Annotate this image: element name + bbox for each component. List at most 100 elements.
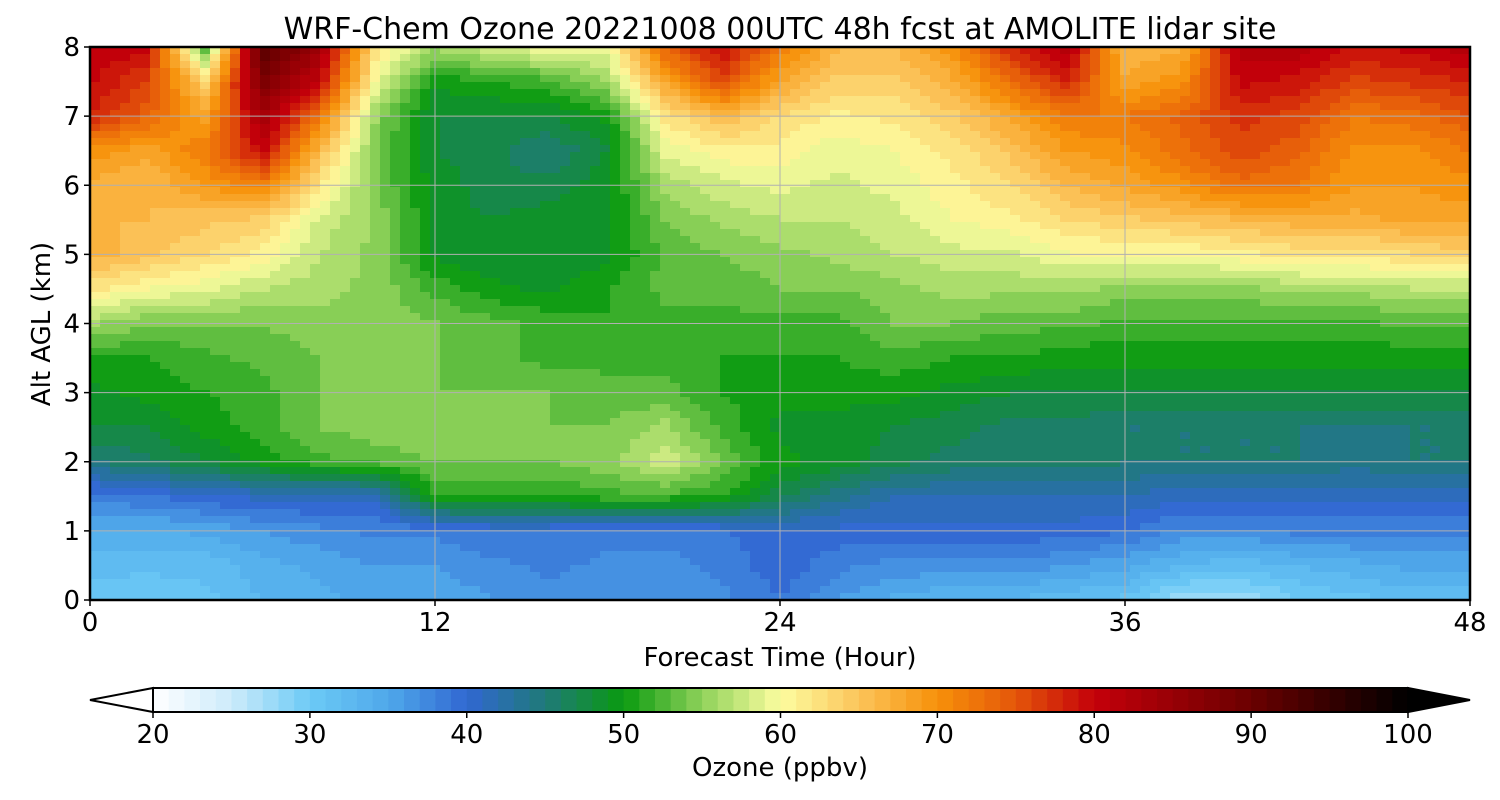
heatmap-cell (1430, 208, 1441, 216)
heatmap-cell (490, 124, 501, 132)
heatmap-cell (540, 215, 551, 223)
heatmap-cell (1130, 173, 1141, 181)
heatmap-cell (960, 264, 971, 272)
heatmap-cell (890, 180, 901, 188)
heatmap-cell (330, 131, 341, 139)
heatmap-cell (870, 180, 881, 188)
heatmap-cell (1100, 201, 1111, 209)
heatmap-cell (120, 68, 131, 76)
heatmap-cell (1310, 250, 1321, 258)
heatmap-cell (130, 96, 141, 104)
heatmap-cell (110, 208, 121, 216)
heatmap-cell (1360, 68, 1371, 76)
heatmap-cell (340, 285, 351, 293)
heatmap-cell (840, 194, 851, 202)
heatmap-cell (1350, 208, 1361, 216)
heatmap-cell (930, 68, 941, 76)
heatmap-cell (790, 145, 801, 153)
heatmap-cell (130, 82, 141, 90)
heatmap-cell (690, 89, 701, 97)
heatmap-cell (620, 215, 631, 223)
heatmap-cell (1400, 264, 1411, 272)
heatmap-cell (1210, 173, 1221, 181)
heatmap-cell (420, 131, 431, 139)
heatmap-cell (900, 257, 911, 265)
heatmap-cell (570, 215, 581, 223)
heatmap-cell (400, 194, 411, 202)
heatmap-cell (200, 145, 211, 153)
heatmap-cell (1080, 173, 1091, 181)
heatmap-cell (1270, 215, 1281, 223)
heatmap-cell (1250, 208, 1261, 216)
heatmap-cell (800, 285, 811, 293)
heatmap-cell (860, 229, 871, 237)
heatmap-cell (190, 54, 201, 62)
heatmap-cell (580, 271, 591, 279)
heatmap-cell (1200, 194, 1211, 202)
heatmap-cell (600, 271, 611, 279)
heatmap-cell (1240, 173, 1251, 181)
heatmap-cell (210, 152, 221, 160)
heatmap-cell (1370, 194, 1381, 202)
heatmap-cell (240, 243, 251, 251)
heatmap-cell (340, 222, 351, 230)
heatmap-cell (600, 180, 611, 188)
heatmap-cell (380, 145, 391, 153)
heatmap-cell (350, 215, 361, 223)
heatmap-cell (820, 138, 831, 146)
heatmap-cell (1270, 236, 1281, 244)
heatmap-cell (150, 278, 161, 286)
heatmap-cell (1340, 166, 1351, 174)
heatmap-cell (1310, 194, 1321, 202)
heatmap-cell (1110, 152, 1121, 160)
heatmap-cell (1400, 117, 1411, 125)
heatmap-cell (1230, 194, 1241, 202)
heatmap-cell (1400, 89, 1411, 97)
heatmap-cell (1440, 271, 1451, 279)
heatmap-cell (1310, 138, 1321, 146)
heatmap-cell (290, 201, 301, 209)
heatmap-cell (780, 82, 791, 90)
heatmap-cell (1360, 285, 1371, 293)
heatmap-cell (600, 124, 611, 132)
heatmap-cell (120, 236, 131, 244)
heatmap-cell (1440, 75, 1451, 83)
heatmap-cell (320, 152, 331, 160)
heatmap-cell (620, 75, 631, 83)
heatmap-cell (1030, 250, 1041, 258)
heatmap-cell (1140, 271, 1151, 279)
heatmap-cell (420, 75, 431, 83)
heatmap-cell (520, 152, 531, 160)
heatmap-cell (1200, 103, 1211, 111)
heatmap-cell (1220, 117, 1231, 125)
heatmap-cell (910, 194, 921, 202)
heatmap-cell (1430, 201, 1441, 209)
heatmap-cell (790, 54, 801, 62)
heatmap-cell (1200, 54, 1211, 62)
heatmap-cell (1130, 222, 1141, 230)
heatmap-cell (230, 250, 241, 258)
heatmap-cell (340, 131, 351, 139)
heatmap-cell (880, 250, 891, 258)
heatmap-cell (1230, 271, 1241, 279)
heatmap-cell (580, 117, 591, 125)
heatmap-cell (280, 166, 291, 174)
heatmap-cell (910, 159, 921, 167)
heatmap-cell (1160, 159, 1171, 167)
heatmap-cell (150, 250, 161, 258)
heatmap-cell (1160, 145, 1171, 153)
heatmap-cell (520, 173, 531, 181)
heatmap-cell (540, 61, 551, 69)
heatmap-cell (800, 89, 811, 97)
heatmap-cell (100, 138, 111, 146)
heatmap-cell (490, 264, 501, 272)
heatmap-cell (620, 145, 631, 153)
heatmap-cell (990, 96, 1001, 104)
heatmap-cell (640, 152, 651, 160)
heatmap-cell (770, 54, 781, 62)
heatmap-cell (710, 250, 721, 258)
heatmap-cell (790, 222, 801, 230)
heatmap-cell (690, 173, 701, 181)
heatmap-cell (1110, 285, 1121, 293)
heatmap-cell (1350, 131, 1361, 139)
